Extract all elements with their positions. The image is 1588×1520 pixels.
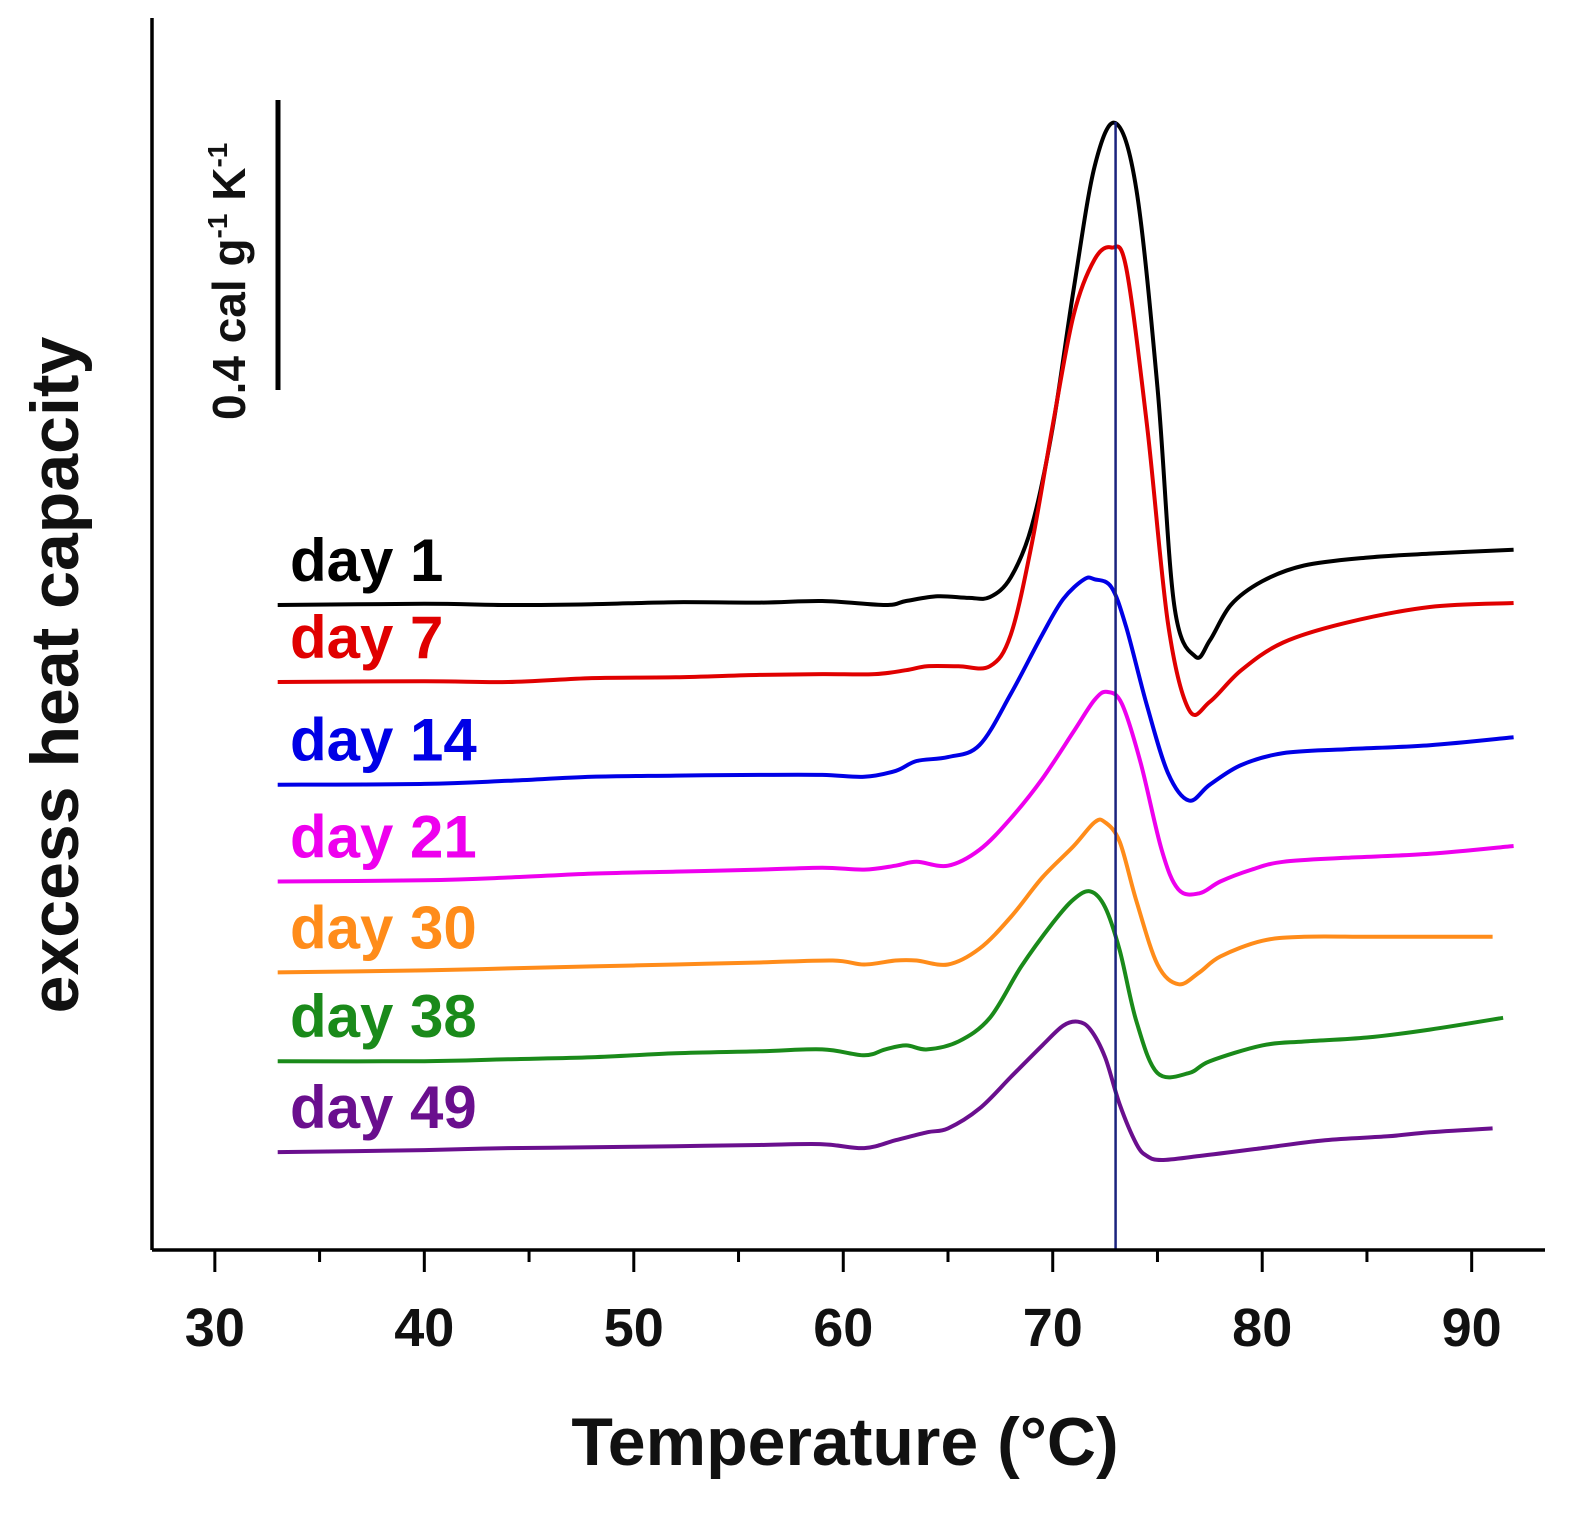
scale-bar-label: 0.4 cal g-1 K-1 xyxy=(202,143,255,420)
x-tick-label-90: 90 xyxy=(1442,1298,1502,1358)
y-axis-title: excess heat capacity xyxy=(17,336,93,1013)
series-line-day-49 xyxy=(277,1019,1493,1162)
series-label-day-14: day 14 xyxy=(290,707,477,774)
x-tick-label-40: 40 xyxy=(394,1298,454,1358)
series-label-day-1: day 1 xyxy=(290,527,443,594)
x-tick-label-60: 60 xyxy=(813,1298,873,1358)
axes-layer xyxy=(150,18,1545,1252)
series-label-day-49: day 49 xyxy=(290,1074,477,1141)
series-label-day-30: day 30 xyxy=(290,894,477,961)
series-labels-layer: day 1 day 7 day 14 day 21 day 30 day 38 day 49 xyxy=(290,527,477,1141)
x-tick-label-50: 50 xyxy=(604,1298,664,1358)
curves-layer xyxy=(277,120,1514,1162)
series-line-day-38 xyxy=(277,889,1504,1080)
series-line-day-21 xyxy=(277,689,1514,897)
x-tick-label-30: 30 xyxy=(185,1298,245,1358)
series-line-day-7 xyxy=(277,244,1514,717)
series-label-day-21: day 21 xyxy=(290,804,477,871)
series-line-day-1 xyxy=(277,120,1514,660)
series-line-day-14 xyxy=(277,575,1514,803)
series-label-day-38: day 38 xyxy=(290,983,477,1050)
x-tick-label-80: 80 xyxy=(1232,1298,1292,1358)
x-axis-title: Temperature (°C) xyxy=(571,1404,1118,1480)
series-label-day-7: day 7 xyxy=(290,604,443,671)
x-tick-label-70: 70 xyxy=(1023,1298,1083,1358)
series-line-day-30 xyxy=(277,817,1493,987)
x-ticks-layer: 30 40 50 60 70 80 90 xyxy=(185,1250,1502,1358)
